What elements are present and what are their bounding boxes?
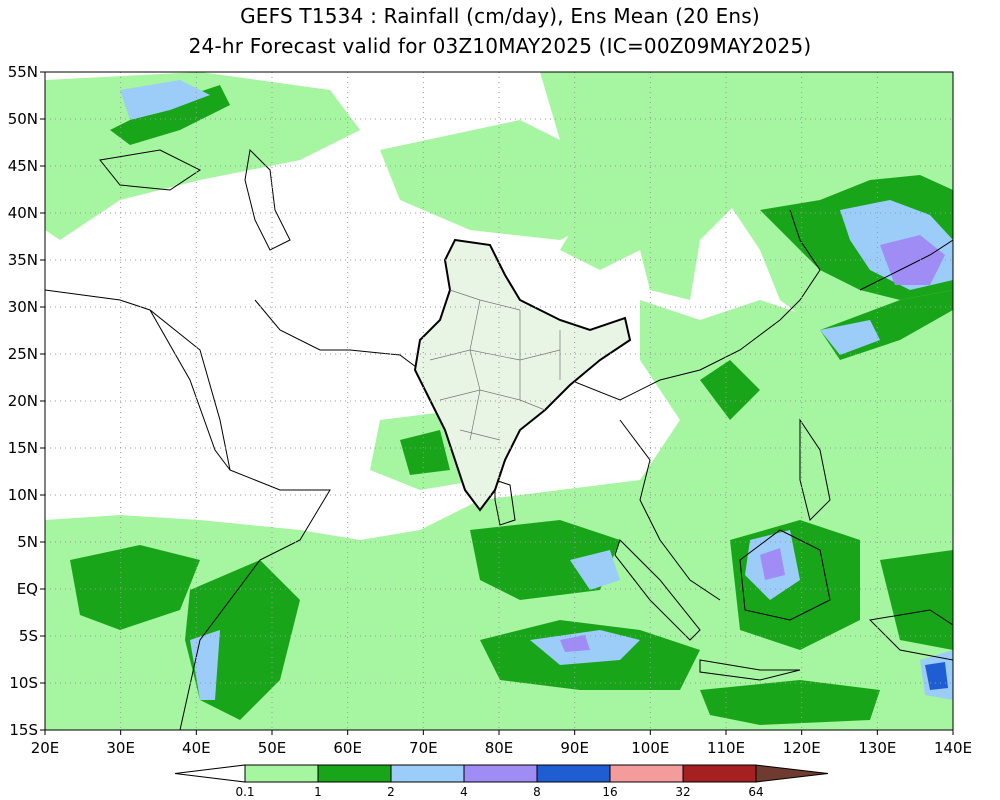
legend-level-label: 2 [387,785,395,799]
coastline-japan [859,239,953,291]
lon-tick-label: 40E [182,739,211,757]
lon-tick-label: 50E [258,739,287,757]
lon-tick-label: 60E [333,739,362,757]
coastline-borneo [739,529,831,621]
legend-swatch [390,764,465,783]
lat-tick-label: 25N [8,345,38,363]
legend-level-label: 4 [460,785,468,799]
lon-tick-label: 20E [31,739,60,757]
lat-tick-label: 15S [9,721,38,739]
color-legend: 0.1 1 2 4 8 16 32 64 [174,764,829,799]
india-outline [413,238,632,512]
legend-swatch-above [755,764,829,783]
legend-swatch [317,764,392,783]
lon-tick-label: 80E [485,739,514,757]
lat-tick-label: 35N [8,251,38,269]
lon-tick-label: 90E [560,739,589,757]
lon-tick-label: 120E [783,739,821,757]
lat-tick-label: 15N [8,439,38,457]
map-title-line1: GEFS T1534 : Rainfall (cm/day), Ens Mean… [240,4,760,28]
lat-tick-label: 50N [8,110,38,128]
lat-tick-label: 40N [8,204,38,222]
lat-tick-label: 45N [8,157,38,175]
coastline-china-korea [569,209,821,401]
lat-tick-label: 5N [17,533,38,551]
legend-level-label: 0.1 [235,785,254,799]
lon-tick-label: 140E [934,739,972,757]
lat-tick-label: 5S [19,627,38,645]
coastline-philippines [799,418,831,521]
coastlines [45,148,953,730]
rain-field-very-heavy [560,235,945,652]
legend-swatch [609,764,684,783]
longitude-axis: 20E 30E 40E 50E 60E 70E 80E 90E 100E 110E 120E 130E… [31,730,972,757]
legend-level-label: 64 [748,785,763,799]
legend-swatch [536,764,611,783]
map-title-line2: 24-hr Forecast valid for 03Z10MAY2025 (I… [188,34,812,58]
coastline-persian-gulf [254,299,421,371]
coastline-red-sea [149,309,231,471]
lat-tick-label: EQ [17,580,38,598]
coastline-black-sea [99,149,201,191]
legend-level-label: 32 [675,785,690,799]
legend-swatch [682,764,757,783]
lon-tick-label: 110E [707,739,745,757]
lon-tick-label: 130E [858,739,896,757]
coastline-sumatra [614,539,701,641]
legend-level-label: 1 [314,785,322,799]
lon-tick-label: 30E [106,739,135,757]
legend-swatch [463,764,538,783]
coastline-indochina [619,419,721,601]
coastline-sri-lanka [494,479,516,526]
coastline-java [699,659,801,681]
coastline-caspian [244,148,291,251]
coastline-new-guinea [868,609,953,661]
legend-level-label: 16 [602,785,617,799]
map-area [45,72,953,730]
legend-swatch [244,764,319,783]
lat-tick-label: 20N [8,392,38,410]
lon-tick-label: 70E [409,739,438,757]
lon-tick-label: 100E [631,739,669,757]
legend-level-label: 8 [533,785,541,799]
lat-tick-label: 30N [8,298,38,316]
lat-tick-label: 10N [8,486,38,504]
lat-tick-label: 55N [8,63,38,81]
lat-tick-label: 10S [9,674,38,692]
latitude-axis: 55N 50N 45N 40N 35N 30N 25N 20N 15N 10N 5N EQ 5S 10S 1… [8,63,45,739]
legend-swatch-below [174,764,246,783]
